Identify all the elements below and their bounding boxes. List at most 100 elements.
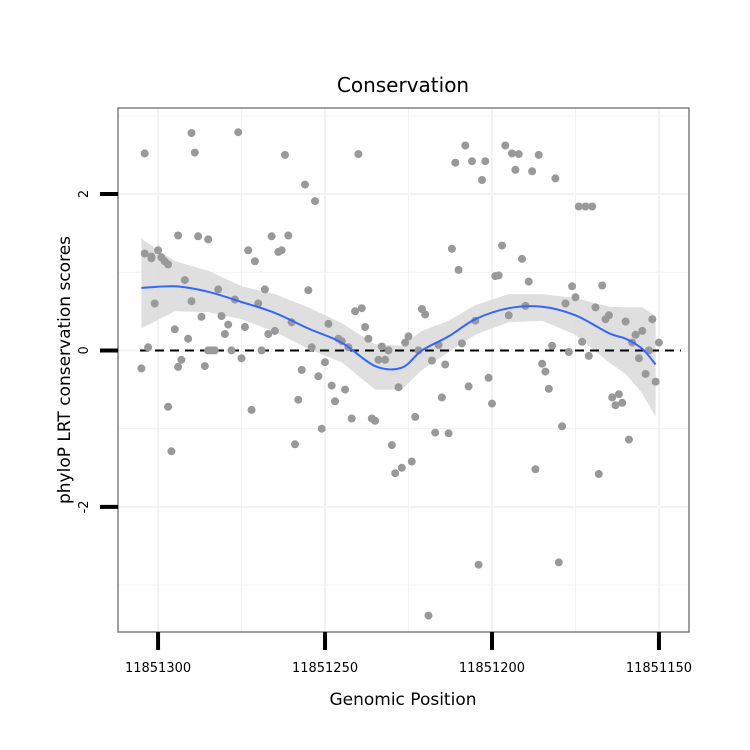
data-point	[541, 367, 550, 376]
data-point	[424, 611, 433, 620]
data-point	[167, 447, 176, 456]
data-point	[364, 334, 373, 343]
data-points	[137, 128, 663, 620]
data-point	[534, 150, 543, 159]
chart-title: Conservation	[337, 73, 469, 97]
data-point	[464, 382, 473, 391]
data-point	[260, 285, 269, 294]
data-point	[437, 393, 446, 402]
smooth-line	[141, 285, 657, 371]
data-point	[518, 254, 526, 263]
data-point	[304, 286, 313, 295]
data-point	[504, 311, 513, 320]
data-point	[164, 260, 173, 269]
smooth-curve	[141, 285, 657, 371]
data-point	[457, 339, 466, 348]
data-point	[578, 337, 587, 346]
data-point	[361, 323, 370, 331]
confidence-band	[141, 238, 656, 417]
data-point	[281, 150, 289, 159]
data-point	[354, 150, 363, 159]
data-point	[544, 384, 553, 393]
y-tick-label: 0	[77, 346, 92, 354]
data-point	[427, 356, 436, 365]
data-point	[387, 441, 396, 450]
data-point	[294, 395, 303, 404]
data-point	[214, 285, 223, 294]
data-point	[347, 414, 356, 423]
data-point	[224, 320, 233, 329]
data-point	[447, 244, 456, 253]
y-tick-label: 2	[77, 190, 92, 198]
data-point	[588, 202, 597, 211]
data-point	[331, 397, 339, 406]
data-point	[197, 312, 206, 321]
data-point	[481, 157, 490, 166]
data-point	[264, 330, 273, 338]
data-point	[244, 246, 253, 255]
data-point	[301, 180, 309, 189]
data-point	[284, 231, 293, 240]
data-point	[591, 303, 600, 312]
data-point	[648, 315, 657, 324]
data-point	[454, 265, 463, 274]
data-point	[598, 281, 607, 290]
data-point	[317, 424, 326, 433]
data-point	[407, 457, 416, 466]
data-point	[498, 241, 506, 250]
data-point	[558, 422, 567, 431]
x-tick-label: 11851200	[459, 661, 525, 676]
confidence-band-area	[141, 238, 656, 417]
data-point	[357, 304, 366, 313]
data-point	[631, 330, 640, 339]
data-point	[508, 149, 516, 158]
data-point	[154, 246, 163, 255]
data-point	[444, 429, 453, 438]
data-point	[144, 343, 153, 352]
data-point	[624, 435, 633, 444]
data-point	[468, 157, 476, 166]
data-point	[571, 293, 580, 302]
data-point	[257, 346, 266, 355]
data-point	[421, 310, 430, 319]
data-point	[638, 326, 647, 335]
data-point	[451, 158, 460, 167]
data-point	[237, 354, 246, 363]
data-point	[187, 129, 196, 137]
data-point	[551, 174, 560, 183]
data-point	[564, 348, 573, 356]
data-point	[291, 440, 299, 449]
data-point	[311, 197, 319, 206]
data-point	[394, 383, 403, 392]
data-point	[210, 346, 219, 355]
data-point	[411, 412, 420, 421]
data-point	[538, 359, 547, 368]
y-tick-label: -2	[77, 500, 92, 513]
data-point	[187, 297, 196, 306]
data-point	[150, 299, 159, 308]
data-point	[204, 235, 213, 244]
data-point	[584, 351, 593, 360]
data-point	[431, 428, 440, 437]
x-tick-label: 11851150	[626, 661, 692, 676]
data-point	[401, 338, 410, 347]
data-point	[327, 381, 336, 390]
data-point	[247, 405, 256, 414]
x-tick-label: 11851300	[125, 661, 191, 676]
data-point	[604, 311, 613, 320]
data-point	[297, 366, 306, 374]
data-point	[190, 148, 199, 157]
data-point	[194, 232, 203, 241]
data-point	[634, 354, 643, 363]
data-point	[488, 399, 496, 408]
data-point	[314, 372, 323, 381]
data-point	[374, 355, 383, 364]
x-axis-title: Genomic Position	[329, 690, 476, 710]
data-point	[164, 402, 173, 411]
data-point	[524, 277, 533, 286]
data-point	[531, 465, 540, 474]
data-point	[174, 231, 183, 240]
data-point	[478, 176, 486, 184]
data-point	[514, 150, 523, 159]
data-point	[217, 312, 226, 320]
